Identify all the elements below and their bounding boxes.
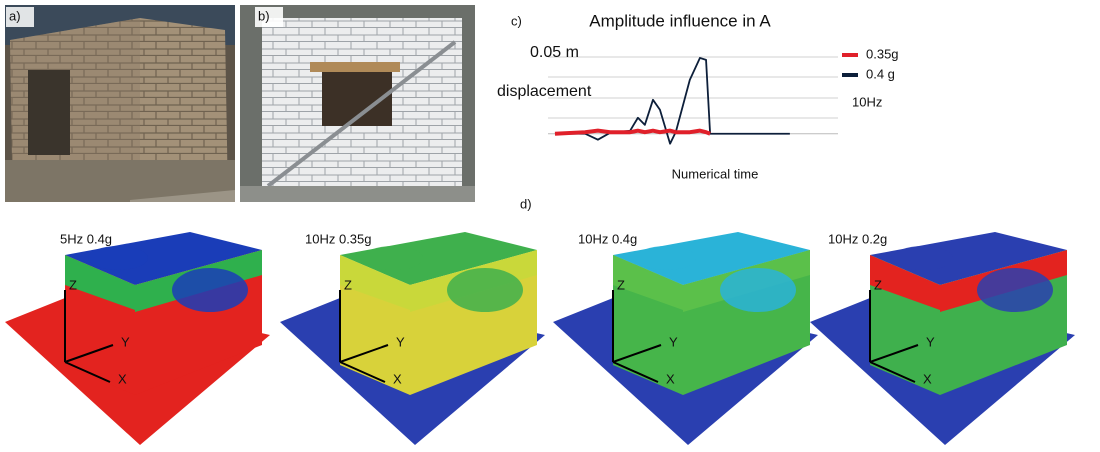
- axis-arrow: [869, 344, 919, 363]
- contour-band: [172, 268, 248, 312]
- model-face: [65, 232, 262, 285]
- y-axis-label: displacement: [497, 83, 592, 100]
- axis-letter: X: [393, 371, 402, 386]
- axis-letter: Z: [344, 277, 352, 292]
- contour-band: [363, 246, 423, 270]
- panel-label: d): [520, 196, 532, 211]
- panel-label: a): [9, 8, 21, 23]
- legend-label: 0.35g: [866, 46, 899, 61]
- chart-title: Amplitude influence in A: [589, 11, 771, 30]
- model-face: [613, 232, 810, 285]
- axis-arrow: [869, 361, 916, 383]
- axis-arrow: [339, 361, 386, 383]
- axis-letter: Z: [69, 277, 77, 292]
- axis-arrow: [64, 361, 111, 383]
- axis-arrow: [339, 344, 389, 363]
- label-bg: [6, 7, 34, 27]
- axis-letter: X: [923, 371, 932, 386]
- contour-band: [720, 268, 796, 312]
- axis-letter: X: [666, 371, 675, 386]
- model-face: [65, 255, 135, 310]
- axis-letter: X: [118, 371, 127, 386]
- model-face: [870, 255, 940, 310]
- axis-letter: Y: [121, 334, 130, 349]
- axis-arrow: [64, 344, 114, 363]
- model-face: [613, 255, 683, 310]
- axis-letter: Y: [669, 334, 678, 349]
- line-series: [554, 128, 711, 136]
- model-face: [340, 255, 410, 310]
- contour-band: [636, 246, 696, 270]
- model-title: 10Hz 0.35g: [305, 231, 372, 246]
- axis-arrow: [612, 344, 662, 363]
- model-face: [870, 232, 1067, 285]
- contour-band: [447, 268, 523, 312]
- y-tick-label: 0.05 m: [530, 44, 579, 61]
- model-title: 5Hz 0.4g: [60, 231, 112, 246]
- photo-b: [240, 5, 475, 202]
- fe-model: Z Y X: [810, 232, 1075, 445]
- axis-letter: Y: [926, 334, 935, 349]
- axis-letter: Z: [874, 277, 882, 292]
- contour-band: [977, 268, 1053, 312]
- model-face: [340, 232, 537, 285]
- line-series: [554, 57, 790, 145]
- fe-model: Z Y X: [553, 232, 818, 445]
- fe-model: Z Y X: [280, 232, 545, 445]
- axis-letter: Y: [396, 334, 405, 349]
- contour-band: [893, 246, 953, 270]
- annotation: 10Hz: [852, 94, 882, 109]
- axis-arrow: [612, 361, 659, 383]
- label-bg: [255, 7, 283, 27]
- panel-label: c): [511, 13, 522, 28]
- photo-a: [5, 5, 235, 202]
- x-axis-label: Numerical time: [672, 166, 759, 181]
- fe-model: Z Y X: [5, 232, 270, 445]
- model-title: 10Hz 0.2g: [828, 231, 887, 246]
- axis-letter: Z: [617, 277, 625, 292]
- legend-label: 0.4 g: [866, 66, 895, 81]
- panel-label: b): [258, 8, 270, 23]
- contour-band: [88, 246, 148, 270]
- model-title: 10Hz 0.4g: [578, 231, 637, 246]
